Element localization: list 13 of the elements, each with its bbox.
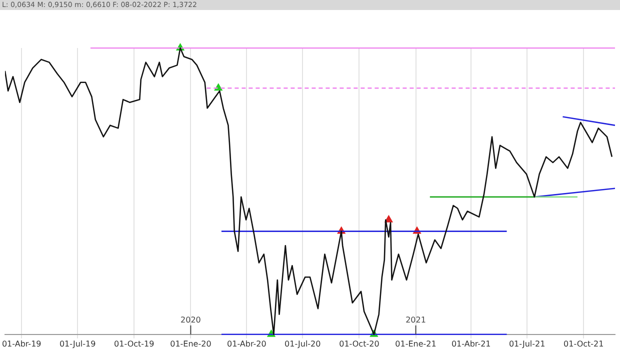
x-tick-label: 01-Oct-20 <box>339 339 380 348</box>
x-tick-label: 01-Oct-19 <box>114 339 154 348</box>
x-tick-label: 01-Jul-19 <box>59 339 96 348</box>
x-tick-label: 01-Ene-21 <box>395 339 436 348</box>
x-tick-label: 01-Abr-21 <box>451 339 491 348</box>
x-tick-label: 01-Abr-20 <box>227 339 266 348</box>
x-tick-label: 01-Ene-20 <box>170 339 212 348</box>
x-tick-label: 01-Oct-21 <box>564 339 604 348</box>
x2-tick-label: 2020 <box>180 315 201 324</box>
x-tick-label: 01-Jul-20 <box>284 339 321 348</box>
x-tick-label: 01-Abr-19 <box>2 339 42 348</box>
x2-tick-label: 2021 <box>406 315 426 324</box>
x-tick-label: 01-Jul-21 <box>508 339 546 348</box>
